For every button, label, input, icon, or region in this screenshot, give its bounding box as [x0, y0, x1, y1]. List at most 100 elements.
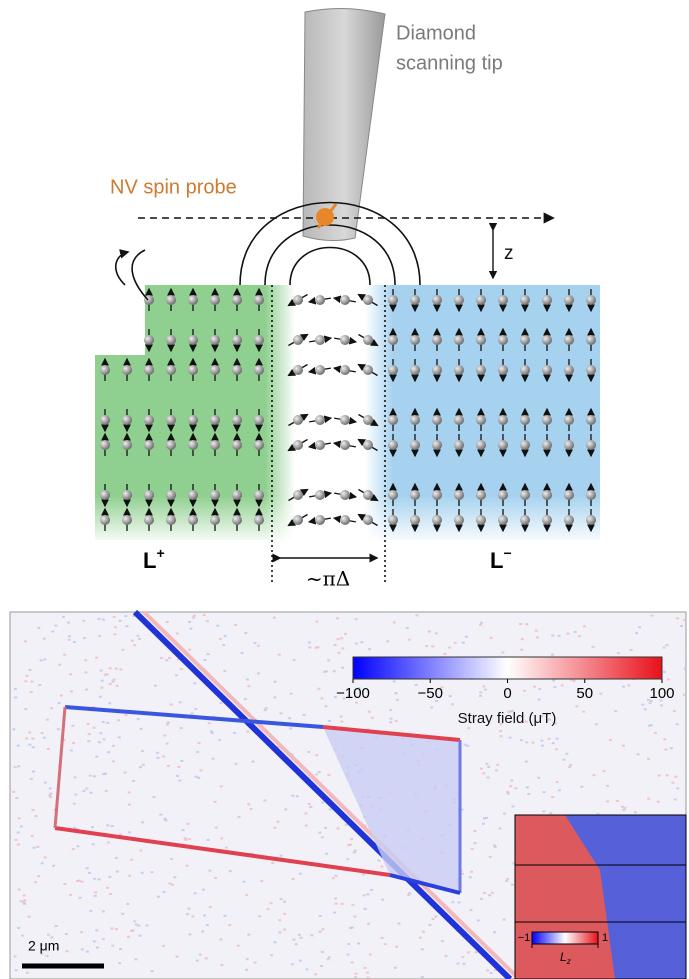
spin: [476, 440, 486, 450]
noise-pixel: [175, 955, 179, 958]
noise-pixel: [202, 614, 206, 617]
noise-pixel: [63, 882, 67, 885]
noise-pixel: [537, 698, 541, 701]
noise-pixel: [493, 846, 497, 849]
noise-pixel: [360, 641, 364, 644]
noise-pixel: [347, 844, 351, 847]
noise-pixel: [657, 774, 661, 777]
noise-pixel: [114, 928, 118, 931]
noise-pixel: [145, 924, 149, 927]
spin: [542, 440, 552, 450]
noise-pixel: [407, 638, 411, 641]
field-line: [264, 224, 396, 286]
noise-pixel: [324, 670, 328, 673]
noise-pixel: [318, 915, 322, 918]
noise-pixel: [389, 717, 393, 720]
spin: [498, 415, 508, 425]
noise-pixel: [272, 616, 276, 619]
noise-pixel: [102, 738, 106, 741]
noise-pixel: [108, 702, 112, 705]
probe-label: NV spin probe: [110, 176, 237, 198]
label-main: L: [143, 548, 156, 573]
noise-pixel: [95, 755, 99, 758]
noise-pixel: [180, 759, 184, 762]
noise-pixel: [506, 792, 510, 795]
noise-pixel: [314, 773, 318, 776]
spin: [388, 365, 398, 375]
noise-pixel: [524, 760, 528, 763]
noise-pixel: [111, 744, 115, 747]
noise-pixel: [208, 869, 212, 872]
noise-pixel: [461, 956, 465, 959]
spin: [232, 490, 242, 500]
spin: [564, 415, 574, 425]
spin: [564, 515, 574, 525]
spin: [210, 295, 220, 305]
noise-pixel: [113, 626, 117, 629]
noise-pixel: [483, 688, 487, 691]
noise-pixel: [683, 619, 687, 622]
noise-pixel: [111, 944, 115, 947]
noise-pixel: [299, 936, 303, 939]
noise-pixel: [75, 827, 79, 830]
noise-pixel: [184, 838, 188, 841]
noise-pixel: [92, 940, 96, 943]
spin: [542, 295, 552, 305]
spin: [315, 515, 325, 525]
noise-pixel: [104, 789, 108, 792]
noise-pixel: [25, 674, 29, 677]
spin: [166, 335, 176, 345]
noise-pixel: [662, 670, 666, 673]
noise-pixel: [362, 894, 366, 897]
noise-pixel: [333, 644, 337, 647]
noise-pixel: [165, 723, 169, 726]
inset-frame: [514, 814, 687, 979]
noise-pixel: [175, 774, 179, 777]
spin: [454, 295, 464, 305]
noise-pixel: [183, 837, 187, 840]
noise-pixel: [346, 858, 350, 861]
noise-pixel: [336, 638, 340, 641]
spin: [254, 335, 264, 345]
noise-pixel: [649, 724, 653, 727]
noise-pixel: [101, 721, 105, 724]
noise-pixel: [63, 653, 67, 656]
noise-pixel: [357, 687, 361, 690]
noise-pixel: [328, 808, 332, 811]
noise-pixel: [348, 843, 352, 846]
noise-pixel: [496, 763, 500, 766]
tip-label: Diamond: [396, 22, 476, 44]
noise-pixel: [606, 800, 610, 803]
noise-pixel: [463, 715, 467, 718]
colorbar-label: Stray field (μT): [458, 710, 557, 727]
noise-pixel: [317, 687, 321, 690]
noise-pixel: [31, 808, 35, 811]
noise-pixel: [211, 757, 215, 760]
noise-pixel: [84, 671, 88, 674]
noise-pixel: [463, 743, 467, 746]
noise-pixel: [575, 705, 579, 708]
noise-pixel: [622, 808, 626, 811]
noise-pixel: [174, 674, 178, 677]
spin: [210, 365, 220, 375]
noise-pixel: [16, 744, 20, 747]
noise-pixel: [43, 658, 47, 661]
noise-pixel: [127, 874, 131, 877]
noise-pixel: [201, 930, 205, 933]
noise-pixel: [98, 695, 102, 698]
noise-pixel: [219, 785, 223, 788]
noise-pixel: [121, 912, 125, 915]
spin: [254, 515, 264, 525]
noise-pixel: [21, 934, 25, 937]
noise-pixel: [647, 797, 651, 800]
spin: [454, 415, 464, 425]
noise-pixel: [65, 950, 69, 953]
noise-pixel: [48, 794, 52, 797]
noise-pixel: [340, 637, 344, 640]
noise-pixel: [682, 693, 686, 696]
spin: [144, 335, 154, 345]
noise-pixel: [14, 696, 18, 699]
noise-pixel: [111, 760, 115, 763]
noise-pixel: [245, 968, 249, 971]
noise-pixel: [354, 976, 358, 979]
